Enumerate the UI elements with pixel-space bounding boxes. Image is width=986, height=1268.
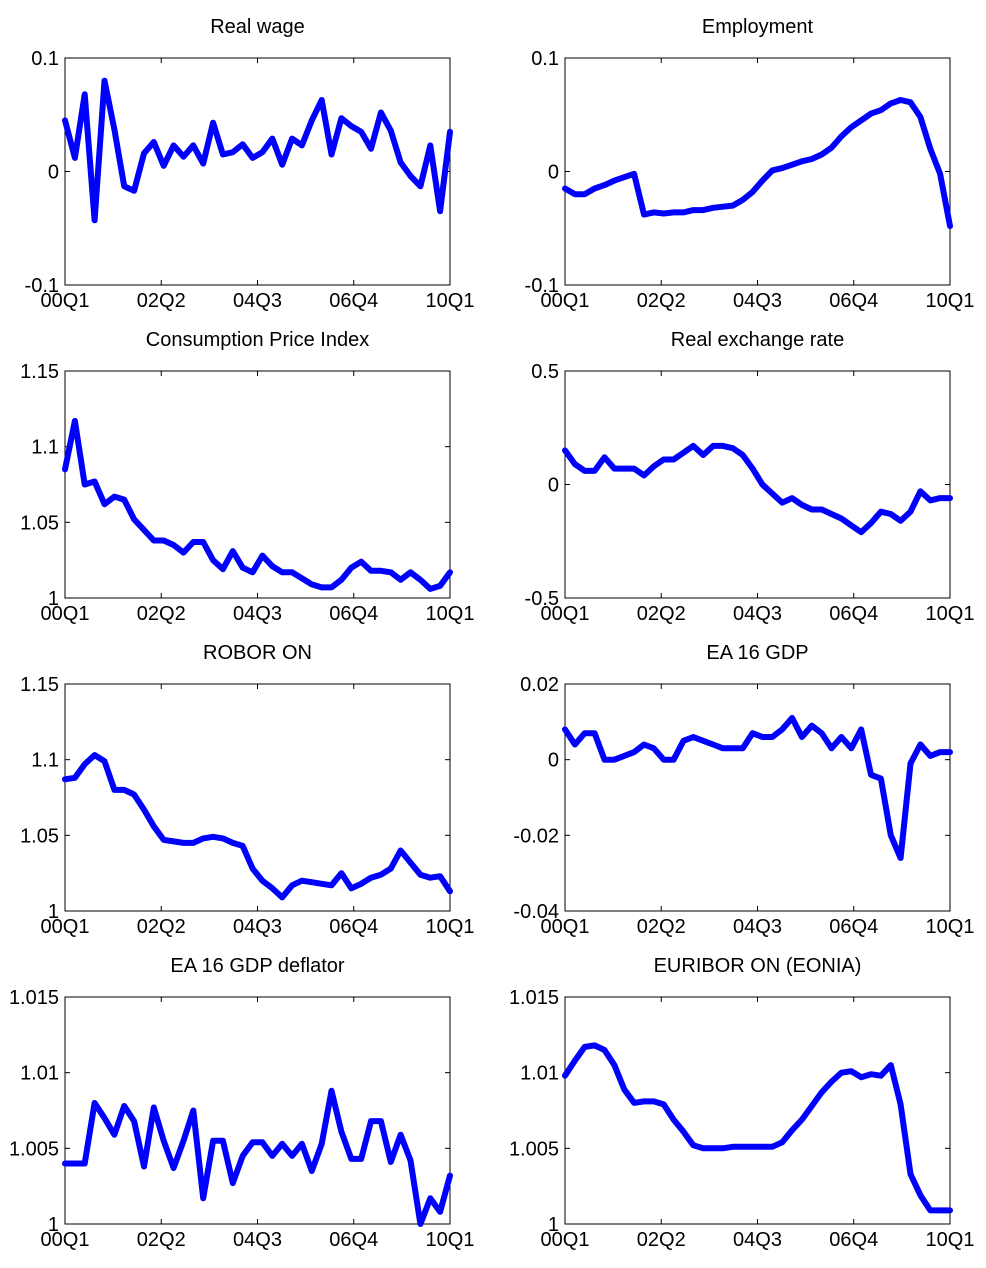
x-tick-label: 10Q1 [926, 916, 975, 938]
series-line [562, 715, 953, 861]
y-tick-label: 1.015 [9, 987, 59, 1009]
chart-title: Employment [702, 16, 814, 38]
chart-title: EA 16 GDP deflator [170, 955, 345, 977]
x-tick-label: 10Q1 [926, 290, 975, 312]
x-tick-label: 00Q1 [41, 603, 90, 625]
x-tick-label: 04Q3 [233, 916, 282, 938]
y-tick-label: 0 [48, 162, 59, 184]
x-tick-label: 06Q4 [829, 603, 878, 625]
y-tick-label: 1 [48, 1214, 59, 1236]
y-tick-label: 1.05 [20, 512, 59, 534]
x-tick-label: 02Q2 [637, 290, 686, 312]
x-tick-label: 04Q3 [733, 290, 782, 312]
x-tick-label: 00Q1 [541, 290, 590, 312]
x-tick-label: 02Q2 [137, 290, 186, 312]
panel-1: Real wage -0.1 0 0.1 00Q1 02Q2 04Q3 06Q4 10Q1 [25, 16, 475, 312]
y-tick-label: 1.1 [31, 750, 59, 772]
chart-title: Real exchange rate [671, 329, 844, 351]
y-tick-label: 0.1 [531, 48, 559, 70]
x-tick-label: 04Q3 [233, 603, 282, 625]
x-tick-label: 10Q1 [426, 290, 475, 312]
y-tick-label: 0.02 [520, 674, 559, 696]
series-line [62, 417, 453, 592]
x-tick-label: 02Q2 [137, 916, 186, 938]
y-tick-label: 1.01 [20, 1063, 59, 1085]
y-tick-label: 1.05 [20, 825, 59, 847]
chart-title: EA 16 GDP [706, 642, 808, 664]
x-tick-label: 02Q2 [637, 603, 686, 625]
panel-6: EA 16 GDP -0.04 -0.02 0 0.02 00Q1 02Q2 04Q3 06Q4… [513, 642, 974, 938]
y-tick-label: 1.015 [509, 987, 559, 1009]
x-tick-label: 02Q2 [137, 603, 186, 625]
plot-frame [564, 683, 951, 912]
y-tick-label: -0.1 [25, 275, 59, 297]
x-tick-label: 02Q2 [637, 1229, 686, 1251]
x-tick-label: 06Q4 [829, 916, 878, 938]
y-tick-label: 1.005 [9, 1138, 59, 1160]
x-tick-label: 00Q1 [41, 1229, 90, 1251]
x-tick-label: 06Q4 [329, 1229, 378, 1251]
series-line [562, 1042, 953, 1214]
chart-title: Consumption Price Index [146, 329, 369, 351]
plot-frame [564, 57, 951, 286]
y-tick-label: -0.04 [513, 901, 559, 923]
chart-title: Real wage [210, 16, 305, 38]
chart-title: ROBOR ON [203, 642, 312, 664]
x-tick-label: 00Q1 [541, 1229, 590, 1251]
x-tick-label: 10Q1 [926, 603, 975, 625]
x-tick-label: 00Q1 [41, 916, 90, 938]
plot-frame [564, 370, 951, 599]
y-tick-label: 0 [548, 162, 559, 184]
y-tick-label: -0.5 [525, 588, 559, 610]
panel-2: Employment -0.1 0 0.1 00Q1 02Q2 04Q3 06Q4 10Q1 [525, 16, 975, 312]
x-tick-label: 10Q1 [426, 916, 475, 938]
x-tick-label: 04Q3 [733, 916, 782, 938]
y-tick-label: -0.1 [525, 275, 559, 297]
x-tick-label: 06Q4 [329, 603, 378, 625]
x-tick-label: 06Q4 [829, 290, 878, 312]
y-tick-label: 1.1 [31, 437, 59, 459]
y-tick-label: 1 [548, 1214, 559, 1236]
y-tick-label: 0.1 [31, 48, 59, 70]
panel-8: EURIBOR ON (EONIA) 1 1.005 1.01 1.015 00Q1 02Q… [509, 955, 975, 1251]
series-line [62, 752, 453, 901]
x-tick-label: 00Q1 [41, 290, 90, 312]
x-tick-label: 04Q3 [733, 603, 782, 625]
x-tick-label: 06Q4 [329, 916, 378, 938]
x-tick-label: 02Q2 [637, 916, 686, 938]
x-tick-label: 02Q2 [137, 1229, 186, 1251]
series-line [562, 442, 953, 536]
panel-4: Real exchange rate -0.5 0 0.5 00Q1 02Q2 04Q3 06… [525, 329, 975, 625]
y-tick-label: 1.005 [509, 1138, 559, 1160]
y-tick-label: -0.02 [513, 825, 559, 847]
x-tick-label: 06Q4 [329, 290, 378, 312]
plot-frame [564, 996, 951, 1225]
x-tick-label: 04Q3 [233, 290, 282, 312]
x-tick-label: 10Q1 [426, 603, 475, 625]
x-tick-label: 06Q4 [829, 1229, 878, 1251]
series-line [562, 97, 953, 229]
x-tick-label: 04Q3 [233, 1229, 282, 1251]
series-line [62, 77, 453, 224]
x-tick-label: 10Q1 [926, 1229, 975, 1251]
y-tick-label: 0 [548, 475, 559, 497]
y-tick-label: 1.01 [520, 1063, 559, 1085]
x-tick-label: 04Q3 [733, 1229, 782, 1251]
series-line [62, 1087, 453, 1227]
y-tick-label: 0.5 [531, 361, 559, 383]
chart-title: EURIBOR ON (EONIA) [654, 955, 862, 977]
y-tick-label: 1 [48, 588, 59, 610]
panel-3: Consumption Price Index 1 1.05 1.1 1.15 00Q1 0… [20, 329, 474, 625]
y-tick-label: 1.15 [20, 674, 59, 696]
x-tick-label: 00Q1 [541, 916, 590, 938]
y-tick-label: 0 [548, 750, 559, 772]
x-tick-label: 10Q1 [426, 1229, 475, 1251]
y-tick-label: 1.15 [20, 361, 59, 383]
panel-7: EA 16 GDP deflator 1 1.005 1.01 1.015 00Q1 02Q… [9, 955, 475, 1251]
x-tick-label: 00Q1 [541, 603, 590, 625]
y-tick-label: 1 [48, 901, 59, 923]
panel-5: ROBOR ON 1 1.05 1.1 1.15 00Q1 02Q2 04Q3 06Q4 10Q1 [20, 642, 474, 938]
